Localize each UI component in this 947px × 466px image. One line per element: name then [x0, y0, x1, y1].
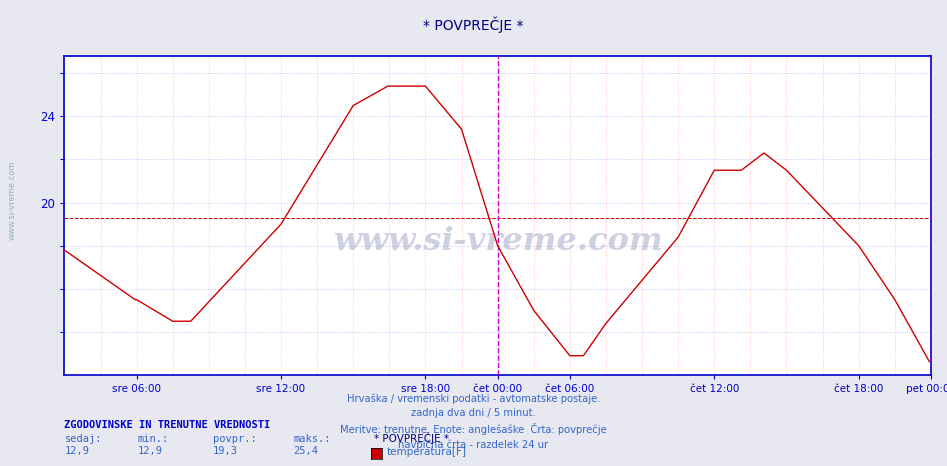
Text: 25,4: 25,4 — [294, 446, 318, 456]
Text: * POVPREČJE *: * POVPREČJE * — [374, 432, 449, 444]
Text: 12,9: 12,9 — [137, 446, 162, 456]
Text: 19,3: 19,3 — [213, 446, 238, 456]
Text: ZGODOVINSKE IN TRENUTNE VREDNOSTI: ZGODOVINSKE IN TRENUTNE VREDNOSTI — [64, 420, 271, 430]
Text: Hrvaška / vremenski podatki - avtomatske postaje.
zadnja dva dni / 5 minut.
Meri: Hrvaška / vremenski podatki - avtomatske… — [340, 394, 607, 450]
Text: sedaj:: sedaj: — [64, 434, 102, 444]
Text: www.si-vreme.com: www.si-vreme.com — [8, 161, 17, 240]
Text: maks.:: maks.: — [294, 434, 331, 444]
Text: 12,9: 12,9 — [64, 446, 89, 456]
Text: www.si-vreme.com: www.si-vreme.com — [332, 226, 663, 257]
Text: min.:: min.: — [137, 434, 169, 444]
Text: povpr.:: povpr.: — [213, 434, 257, 444]
Text: * POVPREČJE *: * POVPREČJE * — [423, 16, 524, 33]
Text: temperatura[F]: temperatura[F] — [386, 447, 466, 457]
